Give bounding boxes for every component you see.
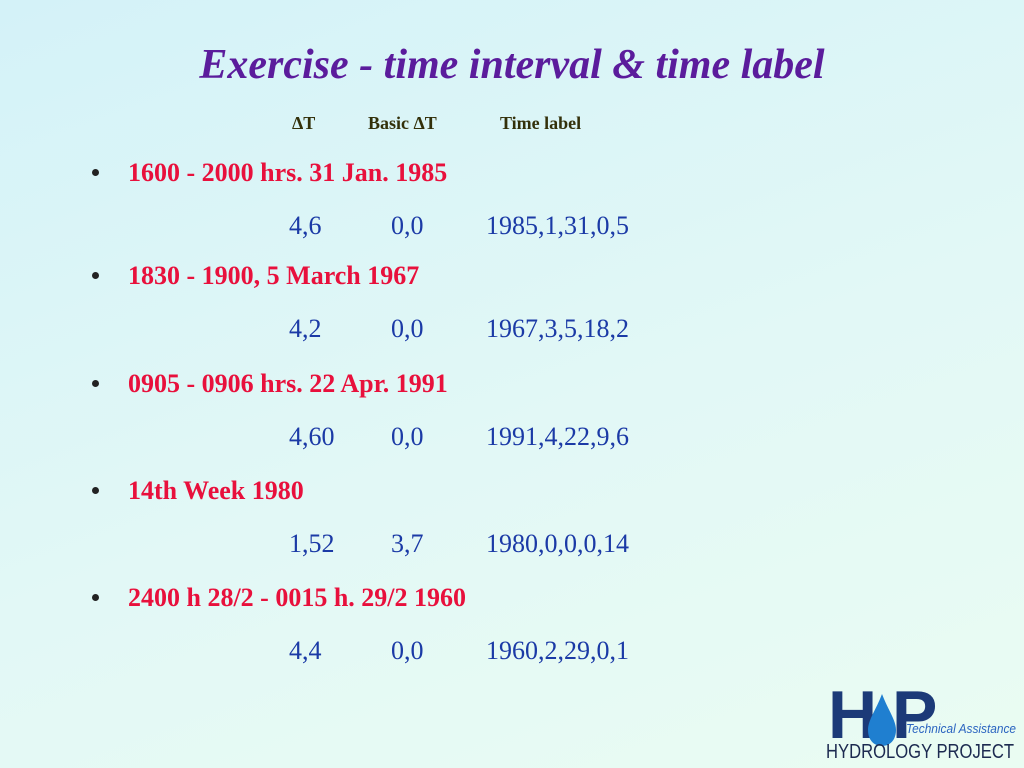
- logo-tagline: Technical Assistance: [906, 721, 1016, 736]
- logo: H P Technical Assistance HYDROLOGY PROJE…: [826, 680, 1016, 763]
- item-text: 1830 - 1900, 5 March 1967: [128, 261, 420, 290]
- bullet: [92, 169, 99, 176]
- item-value: 1991,4,22,9,6: [486, 422, 629, 451]
- logo-letter: H: [828, 680, 877, 753]
- item-text: 2400 h 28/2 - 0015 h. 29/2 1960: [128, 583, 467, 612]
- bullet: [92, 272, 99, 279]
- item-value: 1967,3,5,18,2: [486, 314, 629, 343]
- logo-drop: [868, 694, 896, 746]
- item-text: 1600 - 2000 hrs. 31 Jan. 1985: [128, 158, 448, 187]
- item-value: 1960,2,29,0,1: [486, 636, 629, 665]
- item-value: 0,0: [391, 211, 424, 240]
- logo-name: HYDROLOGY PROJECT: [826, 741, 1014, 763]
- slide-title: Exercise - time interval & time label: [199, 42, 825, 88]
- item-value: 0,0: [391, 422, 424, 451]
- item-text: 0905 - 0906 hrs. 22 Apr. 1991: [128, 369, 448, 398]
- item-value: 0,0: [391, 636, 424, 665]
- bullet: [92, 594, 99, 601]
- item-value: 3,7: [391, 529, 424, 558]
- item-value: 1980,0,0,0,14: [486, 529, 629, 558]
- column-header: Time label: [500, 113, 582, 133]
- item-text: 14th Week 1980: [128, 476, 304, 505]
- column-header: Basic ΔT: [368, 113, 437, 133]
- item-value: 4,6: [289, 211, 322, 240]
- item-value: 1,52: [289, 529, 335, 558]
- column-header: ΔT: [292, 113, 316, 133]
- bullet: [92, 380, 99, 387]
- item-value: 4,60: [289, 422, 335, 451]
- bullet: [92, 487, 99, 494]
- item-value: 1985,1,31,0,5: [486, 211, 629, 240]
- item-value: 4,4: [289, 636, 322, 665]
- item-value: 0,0: [391, 314, 424, 343]
- logo-letter: P: [892, 680, 937, 753]
- item-value: 4,2: [289, 314, 322, 343]
